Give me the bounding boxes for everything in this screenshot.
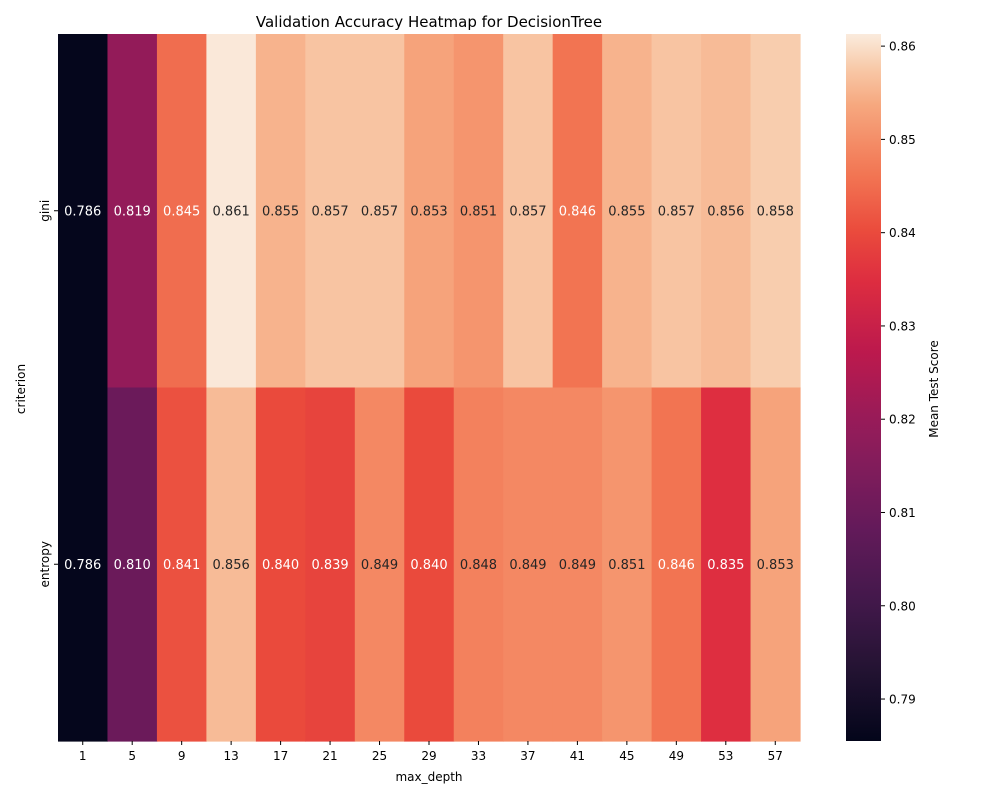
cell-value-label: 0.846 [658,558,695,573]
colorbar-tick-label: 0.81 [889,506,916,520]
cell-value-label: 0.857 [361,204,398,219]
cell-value-label: 0.849 [361,558,398,573]
heatmap-cell [255,387,306,742]
heatmap-cell [206,34,257,389]
x-tick-label: 33 [471,749,486,763]
x-tick-label: 45 [619,749,634,763]
y-tick-label: gini [38,200,52,222]
heatmap-cells: 0.786 0.819 0.845 0.861 0.855 0.857 0.857 0.853… [58,34,801,742]
heatmap-cell [701,387,752,742]
colorbar-label: Mean Test Score [927,340,941,438]
x-tick-label: 41 [570,749,585,763]
heatmap-cell [453,34,504,389]
x-tick-label: 17 [273,749,288,763]
heatmap-cell [602,387,653,742]
heatmap-cell [255,34,306,389]
x-tick-label: 57 [768,749,783,763]
colorbar-tick-label: 0.79 [889,693,916,707]
cell-value-label: 0.845 [163,204,200,219]
cell-value-label: 0.839 [311,558,348,573]
heatmap-cell [404,34,455,389]
colorbar-tick-label: 0.82 [889,413,916,427]
cell-value-label: 0.840 [262,558,299,573]
colorbar-ticks: 0.79 0.80 0.81 0.82 0.83 0.84 0.85 0.86 [881,40,916,707]
cell-value-label: 0.855 [262,204,299,219]
heatmap-cell [107,34,158,389]
cell-value-label: 0.841 [163,558,200,573]
cell-value-label: 0.857 [658,204,695,219]
x-axis-label: max_depth [395,770,462,784]
x-tick-label: 21 [322,749,337,763]
colorbar-tick-label: 0.86 [889,40,916,54]
x-tick-label: 1 [79,749,87,763]
x-axis: 1 5 9 13 17 21 25 29 33 37 41 45 49 53 57 [79,741,783,763]
cell-value-label: 0.856 [213,558,250,573]
heatmap-cell [701,34,752,389]
cell-value-label: 0.857 [509,204,546,219]
cell-value-label: 0.810 [114,558,151,573]
heatmap-cell [503,387,554,742]
cell-value-label: 0.819 [114,204,151,219]
heatmap-cell [305,387,356,742]
cell-value-label: 0.786 [64,558,101,573]
heatmap-cell [651,34,702,389]
heatmap-cell [206,387,257,742]
y-axis-label: criterion [14,364,28,414]
colorbar-tick-label: 0.80 [889,599,916,613]
heatmap-cell [404,387,455,742]
heatmap-cell [503,34,554,389]
heatmap-cell [651,387,702,742]
heatmap-cell [107,387,158,742]
cell-value-label: 0.861 [213,204,250,219]
heatmap-cell [750,387,801,742]
heatmap-cell [552,387,603,742]
heatmap-cell [354,34,405,389]
colorbar-tick-label: 0.84 [889,226,916,240]
heatmap-cell [750,34,801,389]
x-tick-label: 29 [421,749,436,763]
x-tick-label: 49 [669,749,684,763]
cell-value-label: 0.840 [410,558,447,573]
cell-value-label: 0.786 [64,204,101,219]
chart-title: Validation Accuracy Heatmap for Decision… [256,13,602,31]
cell-value-label: 0.835 [707,558,744,573]
heatmap-cell [156,387,207,742]
heatmap-cell [552,34,603,389]
x-tick-label: 9 [178,749,186,763]
cell-value-label: 0.853 [410,204,447,219]
heatmap-cell [58,387,109,742]
heatmap-cell [156,34,207,389]
heatmap-cell [453,387,504,742]
y-axis: gini entropy [38,200,58,587]
cell-value-label: 0.851 [608,558,645,573]
heatmap-cell [354,387,405,742]
x-tick-label: 5 [128,749,136,763]
x-tick-label: 37 [520,749,535,763]
colorbar [846,34,881,741]
colorbar-tick-label: 0.85 [889,133,916,147]
heatmap-cell [602,34,653,389]
y-tick-label: entropy [38,541,52,587]
heatmap-cell [305,34,356,389]
heatmap-cell [58,34,109,389]
cell-value-label: 0.846 [559,204,596,219]
cell-value-label: 0.855 [608,204,645,219]
cell-value-label: 0.851 [460,204,497,219]
x-tick-label: 13 [223,749,238,763]
cell-value-label: 0.849 [509,558,546,573]
x-tick-label: 25 [372,749,387,763]
colorbar-tick-label: 0.83 [889,319,916,333]
cell-value-label: 0.849 [559,558,596,573]
cell-value-label: 0.856 [707,204,744,219]
x-tick-label: 53 [718,749,733,763]
cell-value-label: 0.848 [460,558,497,573]
cell-value-label: 0.857 [311,204,348,219]
cell-value-label: 0.853 [757,558,794,573]
cell-value-label: 0.858 [757,204,794,219]
